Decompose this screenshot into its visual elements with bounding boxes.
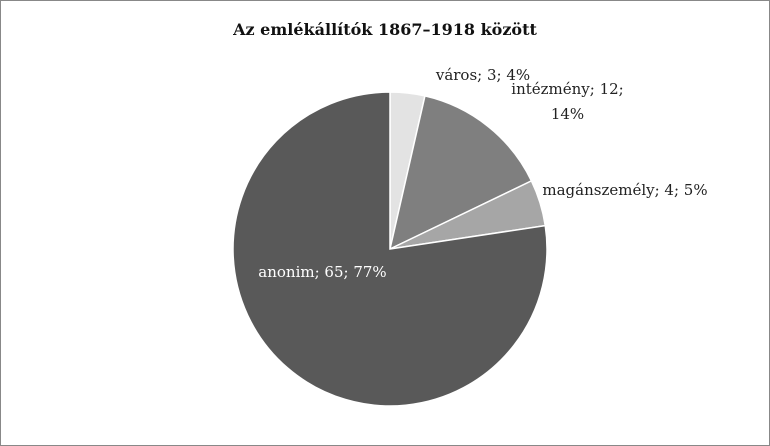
data-label: anonim; 65; 77%	[258, 263, 387, 281]
pie-slice	[232, 91, 548, 407]
pie-slice	[388, 95, 533, 251]
data-label: intézmény; 12; 14%	[511, 80, 624, 123]
data-label: magánszemély; 4; 5%	[542, 181, 708, 199]
data-label: város; 3; 4%	[435, 66, 531, 84]
chart-title: Az emlékállítók 1867–1918 között	[233, 20, 537, 39]
